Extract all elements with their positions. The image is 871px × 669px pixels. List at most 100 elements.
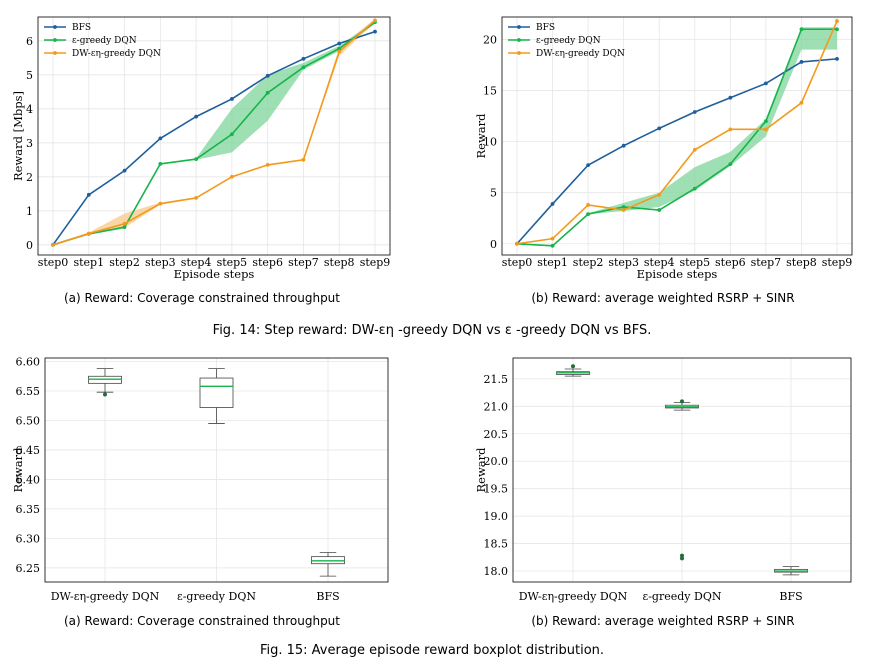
- greedy-dqn-data-point: [194, 157, 199, 162]
- bfs-data-point: [621, 143, 626, 148]
- dw-greedy-dqn-data-point: [692, 147, 697, 152]
- fig14b-line-chart: 0 5 10 15 20 step0 step1 step2 step3 step4 step5 st…: [474, 16, 853, 281]
- bfs-data-point: [86, 192, 91, 197]
- greedy-dqn-data-point: [122, 225, 127, 230]
- bfs-data-point: [586, 163, 591, 168]
- greedy-dqn-data-point: [799, 27, 804, 32]
- y-tick-label: 20.5: [484, 428, 509, 441]
- y-axis-title: Reward: [474, 447, 488, 493]
- bfs-data-point: [194, 114, 199, 119]
- x-tick-label: step0: [502, 256, 533, 269]
- dw-greedy-dqn-data-point: [835, 19, 839, 23]
- x-tick-label: step8: [786, 256, 817, 269]
- bfs-data-point: [122, 168, 127, 173]
- y-tick-label: 5: [490, 187, 497, 200]
- x-tick-label: step7: [751, 256, 782, 269]
- legend-marker-dw-greedy-dqn: [53, 51, 57, 55]
- dw-greedy-dqn-data-point: [763, 127, 768, 132]
- dw-greedy-dqn-data-point: [657, 192, 662, 197]
- x-tick-label: step5: [679, 256, 710, 269]
- x-tick-label: BFS: [316, 590, 339, 603]
- greedy-dqn-data-point: [337, 46, 342, 51]
- dw-greedy-dqn-data-point: [621, 208, 626, 212]
- x-tick-label: step4: [181, 256, 212, 269]
- y-tick-label: 6: [26, 35, 33, 48]
- dw-greedy-dqn-data-point: [586, 203, 591, 207]
- dw-greedy-dqn-data-point: [86, 231, 91, 236]
- y-tick-label: 10: [483, 136, 497, 149]
- legend-marker-dw-greedy-dqn: [517, 51, 521, 55]
- y-tick-label: 21.0: [484, 400, 509, 413]
- bfs-data-point: [550, 202, 555, 206]
- fig14a-line-chart: 0 1 2 3 4 5 6 step0 step1 step2 step3 step4 step5 ste…: [11, 16, 391, 281]
- y-tick-label: 1: [26, 205, 33, 218]
- x-tick-label: DW-εη-greedy DQN: [519, 590, 628, 603]
- x-tick-label: ε-greedy DQN: [177, 590, 256, 603]
- plot-frame: [501, 16, 853, 256]
- fig14-caption: Fig. 14: Step reward: DW-εη -greedy DQN …: [213, 323, 652, 338]
- x-tick-label: step7: [288, 256, 319, 269]
- plot-frame: [44, 357, 389, 583]
- y-tick-label: 4: [26, 103, 33, 116]
- dw-greedy-dqn-series-line: [516, 20, 838, 245]
- y-tick-label: 18.0: [484, 565, 509, 578]
- y-tick-label: 19.0: [484, 510, 509, 523]
- y-tick-label: 15: [483, 85, 497, 98]
- greedy-dqn-series-line: [52, 21, 376, 246]
- x-tick-label: step1: [537, 256, 568, 269]
- greedy-dqn-confidence-band: [53, 20, 375, 245]
- legend-marker-greedy-dqn: [517, 38, 521, 42]
- greedy-dqn-data-point: [621, 205, 626, 209]
- bfs-data-point: [835, 56, 839, 61]
- y-tick-label: 20.0: [484, 455, 509, 468]
- bfs-data-point: [337, 41, 342, 46]
- legend-marker-greedy-dqn: [53, 38, 57, 42]
- x-tick-label: step3: [145, 256, 176, 269]
- x-tick-label: BFS: [779, 590, 802, 603]
- y-tick-label: 20: [483, 33, 497, 46]
- bfs-data-point: [158, 136, 163, 141]
- greedy-dqn-data-point: [229, 132, 234, 137]
- dw-greedy-dqn-series-line: [52, 19, 376, 246]
- fig14b-caption: (b) Reward: average weighted RSRP + SINR: [531, 291, 794, 305]
- box-outlier: [571, 364, 575, 369]
- x-tick-label: step3: [608, 256, 639, 269]
- fig15b-caption: (b) Reward: average weighted RSRP + SINR: [531, 614, 794, 628]
- fig14a-caption: (a) Reward: Coverage constrained through…: [64, 291, 340, 305]
- x-tick-label: step1: [73, 256, 104, 269]
- dw-greedy-dqn-data-point: [194, 195, 199, 200]
- x-tick-label: DW-εη-greedy DQN: [51, 590, 160, 603]
- box-outlier: [103, 392, 107, 397]
- bfs-data-point: [728, 95, 733, 100]
- x-tick-label: ε-greedy DQN: [643, 590, 722, 603]
- y-tick-label: 19.5: [484, 483, 509, 496]
- dw-greedy-dqn-data-point: [158, 201, 163, 206]
- plot-frame: [512, 357, 852, 583]
- y-tick-label: 6.50: [16, 414, 41, 427]
- x-axis-title: Episode steps: [174, 267, 255, 281]
- fig15b-boxplot: 18.0 18.5 19.0 19.5 20.0 20.5 21.0 21.5 DW-εη-gr…: [474, 357, 852, 603]
- y-tick-label: 6.45: [16, 444, 41, 457]
- y-tick-label: 0: [490, 238, 497, 251]
- dw-greedy-dqn-data-point: [373, 18, 377, 23]
- greedy-dqn-data-point: [301, 65, 306, 70]
- greedy-dqn-data-point: [728, 162, 733, 166]
- x-tick-label: step6: [715, 256, 746, 269]
- dw-greedy-dqn-data-point: [51, 242, 55, 247]
- dw-greedy-dqn-data-point: [728, 127, 733, 132]
- y-axis-title: Reward: [474, 113, 488, 159]
- fig15a-caption: (a) Reward: Coverage constrained through…: [64, 614, 340, 628]
- dw-greedy-dqn-data-point: [265, 163, 270, 167]
- dw-greedy-dqn-data-point: [229, 174, 234, 179]
- y-axis-title: Reward: [11, 447, 25, 493]
- y-tick-label: 5: [26, 69, 33, 82]
- fig15a-boxplot: 6.25 6.30 6.35 6.40 6.45 6.50 6.55 6.60 DW-εη-gr…: [11, 356, 389, 603]
- y-tick-label: 6.40: [16, 473, 41, 486]
- x-tick-label: step2: [573, 256, 604, 269]
- greedy-dqn-data-point: [835, 27, 839, 32]
- y-tick-label: 6.60: [16, 356, 41, 369]
- plot-frame: [37, 16, 391, 256]
- greedy-dqn-data-point: [550, 243, 555, 248]
- greedy-dqn-series-line: [516, 28, 837, 247]
- dw-greedy-dqn-data-point: [550, 236, 555, 241]
